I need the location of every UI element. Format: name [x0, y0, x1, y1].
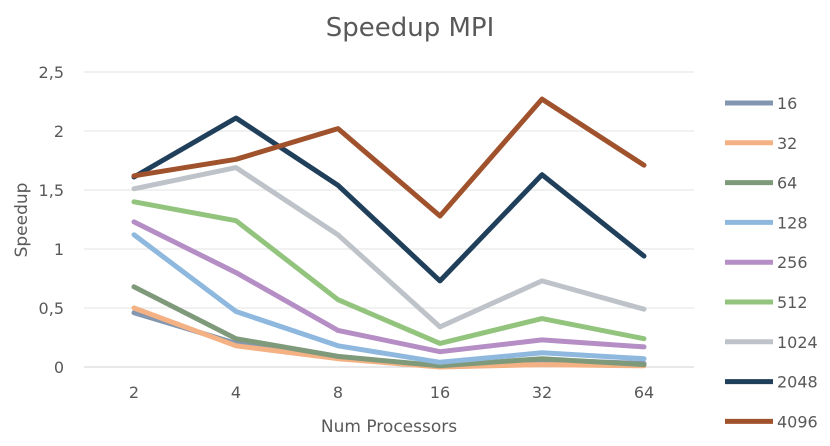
series-line-4096 [131, 96, 647, 219]
series-line-2048 [131, 115, 647, 284]
legend-label: 512 [777, 293, 808, 312]
legend-label: 4096 [777, 412, 818, 431]
legend-label: 256 [777, 253, 808, 272]
x-tick-label: 2 [129, 383, 139, 402]
series-line-256 [131, 219, 647, 355]
legend: 16 32 64 128 256 512 1024 2048 4096 [725, 94, 818, 431]
series-lines [131, 96, 647, 370]
x-tick-label: 8 [333, 383, 343, 402]
y-tick-label: 1 [54, 240, 64, 259]
legend-label: 1024 [777, 333, 818, 352]
series-line-64 [131, 284, 647, 369]
y-tick-label: 2 [54, 122, 64, 141]
legend-label: 128 [777, 213, 808, 232]
series-line-512 [131, 199, 647, 346]
x-tick-label: 4 [231, 383, 241, 402]
legend-label: 2048 [777, 373, 818, 392]
x-tick-label: 64 [634, 383, 654, 402]
chart-title: Speedup MPI [326, 13, 495, 43]
legend-label: 32 [777, 134, 797, 153]
series-line-1024 [131, 165, 647, 330]
y-tick-label: 2,5 [39, 63, 64, 82]
axis-ticks: 0 0,5 1 1,5 2 2,5 2 4 8 16 32 64 [39, 63, 655, 402]
legend-label: 16 [777, 94, 797, 113]
y-tick-label: 0,5 [39, 299, 64, 318]
legend-label: 64 [777, 174, 797, 193]
y-axis-label: Speedup [12, 183, 32, 258]
x-axis-label: Num Processors [321, 417, 457, 437]
y-tick-label: 1,5 [39, 181, 64, 200]
x-tick-label: 32 [532, 383, 552, 402]
series-line-128 [131, 232, 647, 365]
x-tick-label: 16 [430, 383, 450, 402]
y-tick-label: 0 [54, 358, 64, 377]
